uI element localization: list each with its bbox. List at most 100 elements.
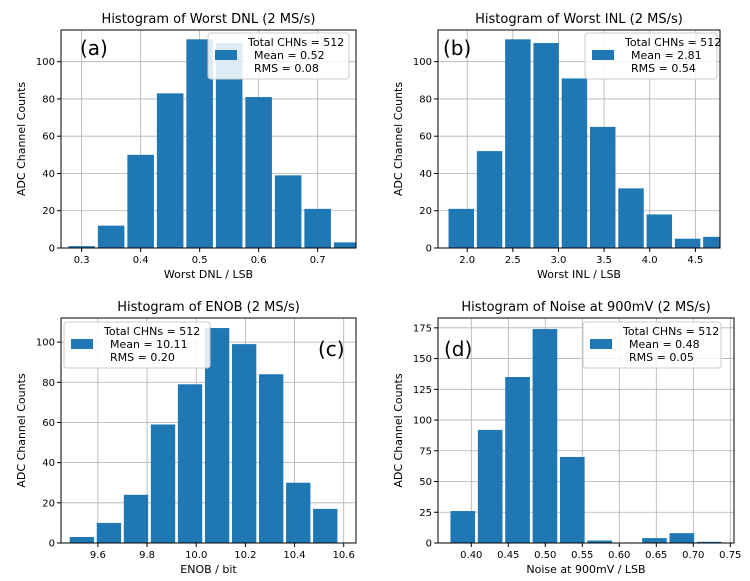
- y-tick-label: 40: [419, 169, 432, 180]
- x-tick-label: 2.5: [505, 255, 521, 266]
- chart-panel-2: 2.0 2.5 3.0 3.5 4.0 4.5 0 20 40 60 80 100 Histogram …: [392, 12, 721, 281]
- chart-panel-1: 0.3 0.4 0.5 0.6 0.7 0 20 40 60 80 100 Histogram of …: [15, 12, 357, 281]
- x-axis-label: Noise at 900mV / LSB: [526, 563, 645, 576]
- x-axis-label: Worst INL / LSB: [537, 268, 621, 281]
- x-tick-label: 10.2: [234, 550, 256, 561]
- x-tick-label: 10.6: [333, 550, 355, 561]
- y-tick-label: 20: [42, 498, 55, 509]
- histogram-bar: [68, 246, 95, 248]
- axes-frame: [437, 29, 721, 249]
- y-tick-label: 175: [413, 323, 432, 334]
- histogram-bar: [69, 536, 95, 543]
- chart-title: Histogram of Worst INL (2 MS/s): [475, 12, 683, 27]
- y-axis-label: ADC Channel Counts: [392, 373, 405, 487]
- panel-label: (d): [444, 337, 472, 361]
- x-tick-label: 10.4: [283, 550, 305, 561]
- histogram-bar: [696, 541, 722, 543]
- histogram-bar: [123, 494, 149, 543]
- histogram-bar: [274, 175, 302, 248]
- y-tick-label: 60: [42, 418, 55, 429]
- x-tick-label: 0.7: [310, 255, 326, 266]
- histogram-bar: [703, 236, 720, 248]
- histogram-bar: [505, 39, 531, 248]
- histogram-bar: [286, 482, 311, 543]
- y-tick-label: 40: [42, 169, 55, 180]
- x-tick-label: 0.6: [251, 255, 267, 266]
- legend-entry: Mean = 0.48: [629, 338, 700, 351]
- x-tick-label: 3.5: [596, 255, 612, 266]
- panel-label: (c): [318, 337, 345, 361]
- y-tick-label: 60: [419, 132, 432, 143]
- y-tick-label: 150: [413, 354, 432, 365]
- y-axis-label: ADC Channel Counts: [392, 82, 405, 196]
- x-tick-label: 9.6: [90, 550, 106, 561]
- chart-panel-4: 0.40 0.45 0.50 0.55 0.60 0.65 0.70 0.75 0 25 50 75 1…: [392, 300, 741, 576]
- legend-swatch: [215, 50, 237, 60]
- y-tick-label: 0: [426, 244, 432, 255]
- x-tick-label: 0.70: [682, 550, 704, 561]
- chart-title: Histogram of Noise at 900mV (2 MS/s): [461, 300, 710, 315]
- legend-entry: RMS = 0.20: [110, 351, 175, 364]
- histogram-bar: [96, 522, 122, 543]
- x-tick-label: 0.3: [74, 255, 90, 266]
- panel-label: (a): [80, 36, 108, 60]
- x-tick-label: 9.8: [139, 550, 155, 561]
- bars: [68, 39, 356, 248]
- y-tick-label: 60: [42, 132, 55, 143]
- histogram-bar: [669, 533, 695, 543]
- histogram-bar: [587, 540, 613, 543]
- histogram-bar: [476, 151, 503, 248]
- histogram-bar: [642, 538, 667, 543]
- histogram-bar: [333, 242, 356, 248]
- y-tick-label: 40: [42, 458, 55, 469]
- histogram-bar: [505, 377, 530, 543]
- y-tick-label: 125: [413, 385, 432, 396]
- y-tick-label: 80: [42, 94, 55, 105]
- axes-frame: [60, 317, 357, 544]
- histogram-bar: [313, 508, 338, 543]
- histogram-bar: [97, 225, 125, 248]
- histogram-bar: [304, 208, 331, 248]
- y-axis-label: ADC Channel Counts: [15, 373, 28, 487]
- chart-panel-3: 9.6 9.8 10.0 10.2 10.4 10.6 0 20 40 60 80 100 Histog…: [15, 300, 357, 576]
- histogram-bar: [589, 126, 616, 248]
- histogram-bar: [561, 78, 588, 248]
- bars: [450, 329, 722, 543]
- histogram-bar: [177, 384, 203, 543]
- legend-entry: Total CHNs = 512: [624, 36, 721, 49]
- y-tick-label: 100: [413, 57, 432, 68]
- y-tick-label: 0: [426, 539, 432, 550]
- axes-frame: [437, 317, 735, 544]
- legend-entry: Total CHNs = 512: [622, 325, 719, 338]
- histogram-bar: [259, 374, 284, 543]
- histogram-bar: [448, 208, 475, 248]
- legend-swatch: [592, 50, 614, 60]
- histogram-bar: [674, 238, 701, 248]
- legend-entry: Total CHNs = 512: [103, 325, 200, 338]
- histogram-bar: [127, 154, 154, 248]
- y-tick-label: 75: [419, 446, 432, 457]
- y-tick-label: 100: [36, 338, 55, 349]
- histogram-bar: [533, 43, 559, 248]
- chart-title: Histogram of ENOB (2 MS/s): [117, 300, 300, 315]
- x-tick-label: 3.0: [551, 255, 567, 266]
- legend-swatch: [71, 339, 93, 349]
- histogram-bar: [150, 424, 176, 543]
- x-tick-label: 0.40: [460, 550, 482, 561]
- histogram-bar: [646, 214, 673, 248]
- legend-entry: Total CHNs = 512: [247, 36, 344, 49]
- x-tick-label: 4.5: [687, 255, 703, 266]
- legend-box: [582, 321, 722, 369]
- y-tick-label: 25: [419, 508, 432, 519]
- x-tick-label: 2.0: [459, 255, 475, 266]
- histogram-bar: [559, 456, 585, 543]
- legend-box: [207, 32, 350, 80]
- x-tick-label: 0.60: [608, 550, 630, 561]
- y-tick-label: 0: [49, 539, 55, 550]
- legend-entry: RMS = 0.05: [629, 351, 694, 364]
- y-tick-label: 100: [36, 57, 55, 68]
